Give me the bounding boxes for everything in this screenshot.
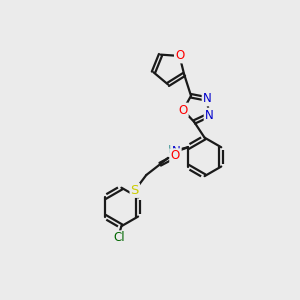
Text: H: H (169, 146, 176, 156)
Text: O: O (175, 50, 184, 62)
Text: N: N (202, 92, 211, 105)
Text: Cl: Cl (113, 231, 125, 244)
Text: O: O (170, 149, 179, 162)
Text: N: N (172, 146, 181, 158)
Text: S: S (130, 184, 139, 197)
Text: H: H (167, 145, 176, 155)
Text: O: O (178, 103, 188, 117)
Text: N: N (205, 109, 213, 122)
